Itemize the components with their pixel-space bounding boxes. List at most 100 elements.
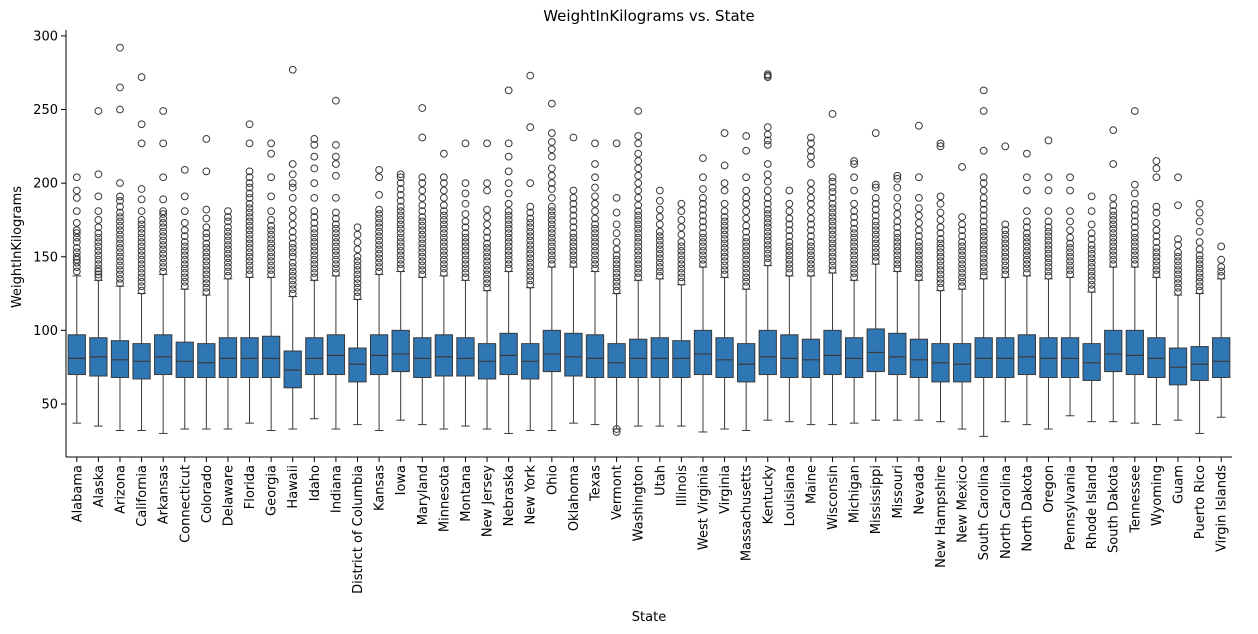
- outlier-point: [1217, 263, 1226, 271]
- outlier-point: [936, 244, 945, 252]
- outlier-point: [116, 239, 124, 248]
- outlier-point: [936, 266, 945, 274]
- outlier-point: [1130, 107, 1139, 115]
- outlier-point: [202, 205, 211, 214]
- outlier-point: [94, 260, 103, 269]
- box-virgin-islands: [1212, 337, 1231, 378]
- outlier-point: [504, 246, 513, 255]
- chart-title: WeightInKilograms vs. State: [543, 7, 755, 25]
- outlier-point: [979, 236, 988, 245]
- outlier-point: [483, 227, 491, 236]
- outlier-point: [245, 183, 254, 192]
- x-tick-label: Michigan: [848, 465, 863, 523]
- box-west-virginia: [693, 329, 713, 376]
- outlier-point: [936, 279, 945, 288]
- outlier-point: [72, 173, 81, 182]
- outlier-point: [871, 217, 880, 226]
- outlier-point: [1174, 270, 1182, 279]
- outlier-point: [893, 255, 902, 264]
- outlier-point: [828, 173, 837, 182]
- outlier-point: [634, 193, 643, 202]
- outlier-point: [828, 221, 837, 230]
- box-texas: [585, 334, 605, 378]
- outlier-point: [159, 207, 168, 216]
- outlier-point: [396, 238, 405, 246]
- outlier-point: [634, 207, 643, 216]
- y-axis-label: WeightInKilograms: [10, 186, 25, 308]
- outlier-point: [137, 120, 146, 129]
- outlier-point: [332, 238, 340, 246]
- outlier-point: [1109, 216, 1118, 224]
- outlier-point: [202, 274, 211, 283]
- outlier-point: [1174, 241, 1182, 249]
- outlier-point: [137, 220, 146, 229]
- outlier-point: [396, 216, 405, 224]
- outlier-point: [850, 173, 859, 182]
- outlier-point: [504, 255, 513, 264]
- outlier-point: [418, 104, 427, 112]
- outlier-point: [1174, 257, 1182, 266]
- outlier-point: [958, 282, 966, 291]
- outlier-point: [634, 211, 643, 220]
- outlier-point: [418, 173, 427, 182]
- outlier-point: [504, 251, 513, 260]
- box-louisiana: [780, 334, 799, 378]
- outlier-point: [159, 107, 168, 115]
- outlier-point: [915, 193, 923, 202]
- outlier-point: [807, 186, 815, 195]
- x-tick-label: Illinois: [675, 465, 690, 506]
- outlier-point: [720, 266, 729, 274]
- outlier-point: [871, 244, 880, 252]
- outlier-point: [547, 164, 556, 173]
- outlier-point: [569, 199, 578, 208]
- box-wisconsin: [823, 329, 842, 376]
- outlier-point: [202, 233, 211, 242]
- outlier-point: [634, 132, 643, 140]
- outlier-point: [1022, 255, 1031, 264]
- box-delaware: [218, 337, 238, 378]
- outlier-point: [461, 217, 470, 226]
- outlier-point: [504, 139, 513, 148]
- outlier-point: [634, 164, 643, 173]
- outlier-point: [569, 193, 578, 202]
- outlier-point: [439, 233, 448, 242]
- outlier-point: [137, 139, 146, 148]
- box-oklahoma: [564, 332, 583, 377]
- outlier-point: [591, 264, 599, 273]
- outlier-point: [418, 252, 427, 261]
- outlier-point: [850, 251, 859, 260]
- outlier-point: [979, 263, 988, 271]
- outlier-point: [655, 227, 664, 236]
- outlier-point: [655, 254, 664, 263]
- outlier-point: [310, 207, 319, 216]
- outlier-point: [202, 229, 211, 238]
- box-missouri: [888, 332, 907, 376]
- outlier-point: [763, 130, 772, 139]
- outlier-point: [742, 193, 751, 202]
- outlier-point: [699, 242, 707, 251]
- x-tick-label: Wisconsin: [826, 465, 841, 530]
- outlier-point: [180, 277, 189, 286]
- outlier-point: [828, 188, 837, 196]
- x-tick-label: Wyoming: [1150, 465, 1165, 526]
- outlier-point: [634, 107, 643, 115]
- outlier-point: [202, 261, 211, 270]
- outlier-point: [159, 249, 168, 258]
- outlier-point: [418, 266, 427, 274]
- box-mississippi: [866, 328, 885, 373]
- outlier-point: [180, 242, 189, 251]
- outlier-point: [439, 260, 448, 269]
- outlier-point: [720, 129, 729, 137]
- outlier-point: [461, 233, 470, 242]
- x-tick-label: Virginia: [718, 465, 733, 514]
- outlier-point: [958, 232, 966, 241]
- outlier-point: [72, 248, 81, 257]
- outlier-point: [915, 273, 923, 282]
- outlier-point: [1087, 235, 1096, 243]
- outlier-point: [439, 255, 448, 264]
- outlier-point: [375, 236, 383, 245]
- outlier-point: [720, 161, 729, 170]
- outlier-point: [677, 269, 686, 277]
- outlier-point: [526, 123, 535, 132]
- outlier-point: [267, 192, 276, 201]
